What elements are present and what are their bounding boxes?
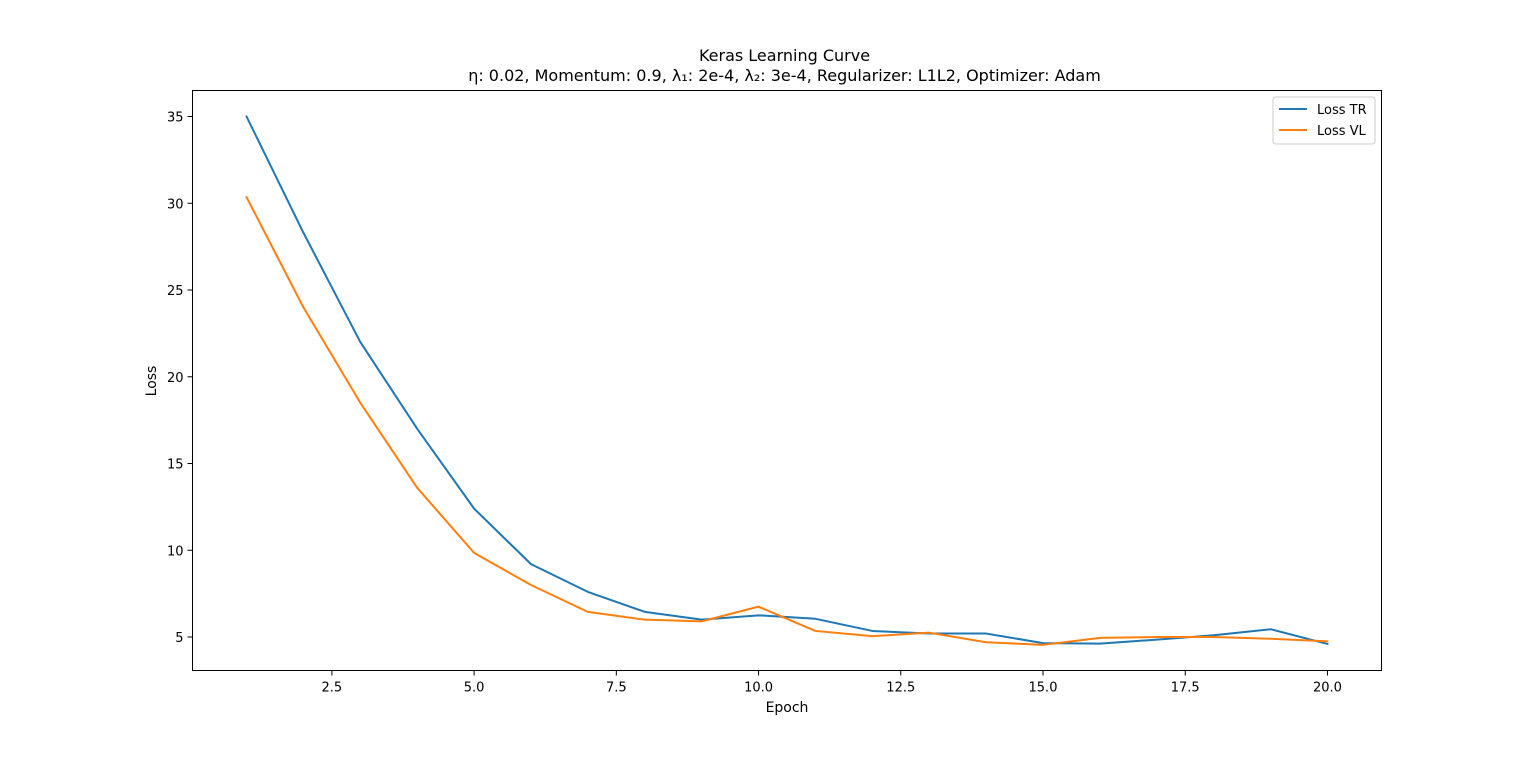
x-tick-label: 15.0 [1029, 681, 1058, 696]
legend-label: Loss TR [1317, 103, 1367, 118]
x-tick-label: 5.0 [464, 681, 485, 696]
legend: Loss TR Loss VL [1272, 96, 1376, 145]
x-tick-label: 10.0 [744, 681, 773, 696]
y-tick-label: 20 [167, 371, 184, 386]
y-tick-label: 5 [175, 631, 183, 646]
y-tick-label: 15 [167, 458, 184, 473]
chart-title: Keras Learning Curve [699, 46, 870, 65]
y-tick-label: 10 [167, 544, 184, 559]
x-tick-label: 17.5 [1171, 681, 1200, 696]
x-tick-label: 7.5 [606, 681, 627, 696]
chart-subtitle: η: 0.02, Momentum: 0.9, λ₁: 2e-4, λ₂: 3e… [468, 66, 1101, 85]
y-axis-label: Loss [144, 366, 160, 397]
x-axis-ticks: 2.5 5.0 7.5 10.0 12.5 15.0 17.5 20.0 [322, 670, 1342, 696]
x-tick-label: 2.5 [322, 681, 343, 696]
y-tick-label: 25 [167, 284, 184, 299]
y-tick-label: 35 [167, 111, 184, 126]
x-axis-label: Epoch [766, 700, 809, 716]
legend-label: Loss VL [1317, 124, 1367, 139]
series-line-loss-vl [245, 195, 1329, 646]
x-tick-label: 12.5 [886, 681, 915, 696]
plot-area-frame [192, 90, 1382, 671]
y-axis-ticks: 5 10 15 20 25 30 35 [167, 111, 193, 646]
y-tick-label: 30 [167, 197, 184, 212]
series-line-loss-tr [245, 115, 1329, 646]
series-layer [245, 115, 1329, 646]
x-tick-label: 20.0 [1313, 681, 1342, 696]
